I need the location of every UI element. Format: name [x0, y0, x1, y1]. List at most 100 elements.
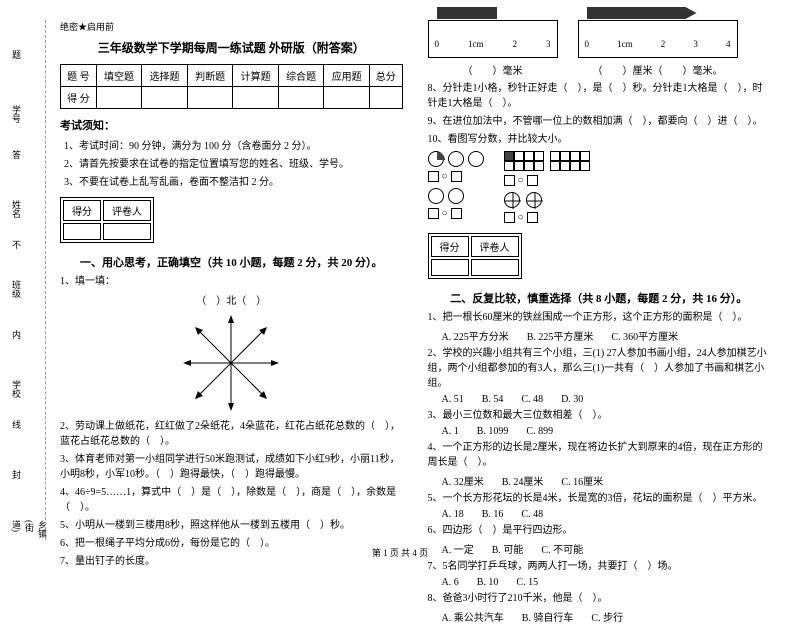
td	[324, 87, 370, 109]
paper-title: 三年级数学下学期每周一练试题 外研版（附答案）	[60, 39, 403, 56]
option: C. 16厘米	[561, 473, 603, 488]
margin-label: 班级	[10, 280, 23, 298]
compass-label: （ ）北（ ）	[60, 292, 403, 307]
score-table: 题 号 填空题 选择题 判断题 计算题 综合题 应用题 总分 得 分	[60, 64, 403, 109]
margin-label: 封	[10, 470, 23, 479]
option: B. 10	[477, 577, 499, 588]
fold-line	[45, 20, 46, 540]
ruler-num: 2	[513, 39, 518, 49]
compass-diagram	[181, 313, 281, 413]
option: B. 225平方厘米	[527, 328, 594, 343]
question-text: 1、把一根长60厘米的铁丝围成一个正方形，这个正方形的面积是（ ）。	[428, 310, 771, 325]
options-row: A. 1 B. 1099 C. 899	[442, 426, 771, 437]
binding-margin: 乡镇(街道) 封 线 学校 内 班级 不 姓名 答 学号 题	[10, 20, 50, 540]
grid-icon	[504, 151, 544, 171]
square-icon	[451, 208, 462, 219]
right-column: 0 1cm 2 3 （ ）毫米	[428, 20, 771, 626]
table-row: 题 号 填空题 选择题 判断题 计算题 综合题 应用题 总分	[61, 65, 403, 87]
circle-icon	[448, 151, 464, 167]
label: 评卷人	[471, 236, 519, 257]
compass-icon	[181, 313, 281, 413]
option: A. 51	[442, 394, 464, 405]
notice-title: 考试须知：	[60, 117, 403, 133]
ruler-num: 2	[661, 39, 666, 49]
margin-label: 乡镇(街道)	[10, 520, 49, 540]
margin-label: 学校	[10, 380, 23, 398]
options-row: A. 乘公共汽车 B. 骑自行车 C. 步行	[442, 609, 771, 624]
th: 综合题	[278, 65, 324, 87]
td	[187, 87, 233, 109]
margin-label: 线	[10, 420, 23, 429]
options-row: A. 225平方分米B. 225平方厘米C. 360平方厘米	[442, 328, 771, 343]
page-footer: 第 1 页 共 4 页	[0, 546, 800, 559]
page-content: 绝密★启用前 三年级数学下学期每周一练试题 外研版（附答案） 题 号 填空题 选…	[0, 0, 800, 636]
question-text: 8、爸爸3小时行了210千米，他是（ ）。	[428, 591, 771, 606]
option: B. 1099	[477, 426, 509, 437]
th: 计算题	[233, 65, 279, 87]
circle-icon	[526, 192, 542, 208]
question-text: 2、劳动课上做纸花，红红做了2朵纸花，4朵蓝花，红花占纸花总数的（ ），蓝花占纸…	[60, 419, 403, 449]
option: C. 48	[521, 394, 543, 405]
notice-item: 3、不要在试卷上乱写乱画，卷面不整洁扣 2 分。	[60, 173, 403, 188]
ruler-ticks	[429, 21, 557, 39]
option: A. 18	[442, 509, 464, 520]
option: A. 1	[442, 426, 459, 437]
options-row: A. 51 B. 54 C. 48 D. 30	[442, 394, 771, 405]
secrecy-tag: 绝密★启用前	[60, 20, 403, 33]
square-icon	[451, 171, 462, 182]
option: B. 54	[482, 394, 504, 405]
label: 得分	[431, 236, 469, 257]
question-text: 9、在进位加法中，不管哪一位上的数相加满（ ），都要向（ ）进（ ）。	[428, 114, 771, 129]
ruler-block: 0 1cm 2 3 4 （ ）厘米（ ）毫米。	[578, 20, 738, 77]
ruler-num: 1cm	[617, 39, 633, 49]
option: D. 30	[561, 394, 583, 405]
margin-label: 姓名	[10, 200, 23, 218]
question-text: 2、学校的兴趣小组共有三个小组，三(1) 27人参加书画小组，24人参加棋艺小组…	[428, 346, 771, 391]
nail-icon	[437, 7, 497, 19]
ruler-num: 1cm	[468, 39, 484, 49]
option: C. 360平方厘米	[611, 328, 678, 343]
square-icon	[527, 212, 538, 223]
options-row: A. 32厘米 B. 24厘米 C. 16厘米	[442, 473, 771, 488]
th: 应用题	[324, 65, 370, 87]
question-text: 1、填一填：	[60, 274, 403, 289]
ruler-numbers: 0 1cm 2 3	[429, 39, 557, 49]
circle-icon	[428, 151, 444, 167]
option: B. 16	[482, 509, 504, 520]
grid-icon	[550, 151, 590, 171]
circle-icon	[504, 192, 520, 208]
td	[369, 87, 402, 109]
question-text: 3、体育老师对第一小组同学进行50米跑测试，成绩如下小红9秒，小丽11秒，小明8…	[60, 452, 403, 482]
question-text: 4、一个正方形的边长是2厘米，现在将边长扩大到原来的4倍，现在正方形的周长是（ …	[428, 440, 771, 470]
circle-icon	[448, 188, 464, 204]
notice-item: 1、考试时间：90 分钟，满分为 100 分（含卷面分 2 分）。	[60, 137, 403, 152]
square-icon	[428, 171, 439, 182]
td	[233, 87, 279, 109]
option: B. 24厘米	[502, 473, 544, 488]
section1-title: 一、用心思考，正确填空（共 10 小题，每题 2 分，共 20 分）。	[60, 254, 403, 270]
blank-cell	[103, 223, 151, 240]
option: A. 乘公共汽车	[442, 609, 504, 624]
blank-cell	[431, 259, 469, 276]
option: C. 899	[526, 426, 553, 437]
option: B. 骑自行车	[522, 609, 574, 624]
margin-label: 学号	[10, 105, 23, 123]
option: C. 步行	[591, 609, 623, 624]
option: A. 32厘米	[442, 473, 484, 488]
ruler-num: 0	[435, 39, 440, 49]
th: 选择题	[142, 65, 188, 87]
ruler-num: 3	[546, 39, 551, 49]
fraction-diagrams: ○ ○ ○ ○	[428, 151, 771, 223]
square-icon	[428, 208, 439, 219]
td	[278, 87, 324, 109]
options-row: A. 6B. 10C. 15	[442, 577, 771, 588]
circle-icon	[468, 151, 484, 167]
circle-icon	[428, 188, 444, 204]
grid-group: ○ ○	[504, 151, 590, 223]
ruler-numbers: 0 1cm 2 3 4	[579, 39, 737, 49]
circle-group: ○ ○	[428, 151, 484, 223]
ruler-num: 3	[693, 39, 698, 49]
ruler-1: 0 1cm 2 3	[428, 20, 558, 58]
pencil-icon	[587, 7, 697, 19]
question-text: 7、5名同学打乒乓球，两两人打一场，共要打（ ）场。	[428, 559, 771, 574]
